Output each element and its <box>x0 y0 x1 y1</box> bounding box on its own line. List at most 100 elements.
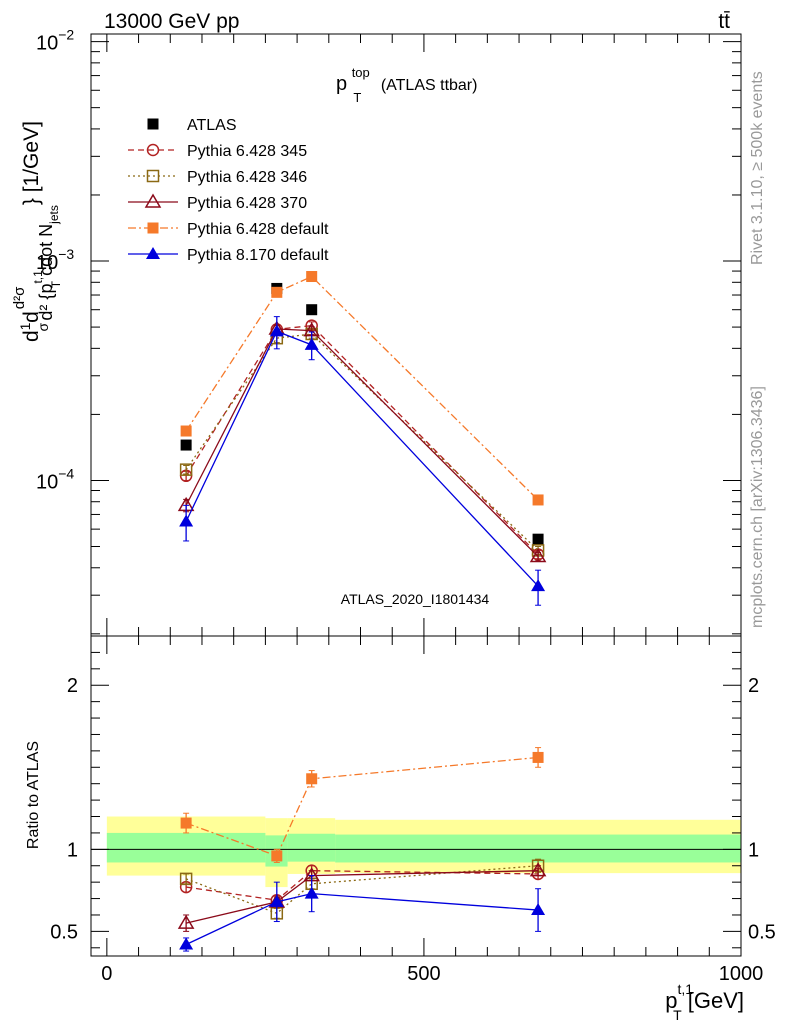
legend-entry-1: Pythia 6.428 345 <box>128 143 307 160</box>
legend-entry-2: Pythia 6.428 346 <box>128 169 307 186</box>
ylabel-d1: d <box>20 330 43 342</box>
ratio-data-point <box>306 773 318 785</box>
legend: ATLAS Pythia 6.428 345 Pythia 6.428 346 Pyt… <box>128 117 329 264</box>
title-description: (ATLAS ttbar) <box>381 77 478 94</box>
legend-marker <box>146 143 160 157</box>
main-data-point <box>531 579 546 592</box>
main-series-pythia-6-428-default <box>180 271 544 506</box>
ylabel-frac-one: 1 <box>17 322 33 330</box>
band-green-2 <box>287 833 336 862</box>
ratio-series-line <box>185 892 539 946</box>
main-series-atlas <box>180 282 544 545</box>
xlabel-symbol: p <box>665 988 677 1013</box>
main-series-line <box>185 328 539 558</box>
title-symbol: p <box>336 73 347 95</box>
main-data-point <box>304 337 319 350</box>
main-series-line <box>185 275 539 501</box>
main-data-point <box>529 548 547 563</box>
legend-label: Pythia 6.428 345 <box>187 143 307 160</box>
xlabel-superscript: t,1 <box>678 981 694 997</box>
main-data-point <box>179 514 194 527</box>
legend-marker <box>146 169 160 183</box>
main-data-point <box>306 271 318 283</box>
ratio-data-point <box>180 817 192 829</box>
process-label: tt̄ <box>718 10 730 33</box>
main-plot-series <box>177 271 547 606</box>
ratio-y-axis-label: Ratio to ATLAS <box>25 741 42 849</box>
analysis-watermark: ATLAS_2020_I1801434 <box>341 591 490 607</box>
main-series-line <box>185 333 539 551</box>
ratio-data-point <box>271 850 283 862</box>
main-data-point <box>306 304 318 316</box>
main-ytick-label-1: 10−3 <box>36 246 74 274</box>
legend-label: Pythia 8.170 default <box>187 247 329 264</box>
energy-label: 13000 GeV pp <box>104 10 239 33</box>
ratio-series-pythia-8-170-default <box>179 875 546 952</box>
title-subscript: T <box>353 90 361 105</box>
ratio-data-point <box>529 862 547 877</box>
band-green-3 <box>335 834 741 863</box>
ratio-plot-series <box>177 747 547 952</box>
legend-label: Pythia 6.428 default <box>187 221 329 238</box>
xlabel-unit: [GeV] <box>682 988 744 1013</box>
ratio-xtick-label-0: 0 <box>101 963 112 985</box>
ratio-data-point <box>304 886 319 899</box>
main-data-point <box>269 324 284 337</box>
mcplots-label: mcplots.cern.ch [arXiv:1306.3436] <box>749 386 766 628</box>
ratio-frame <box>90 635 742 957</box>
ylabel-unit: } [1/GeV] <box>20 121 43 205</box>
ratio-data-point <box>179 937 194 950</box>
legend-entry-0: ATLAS <box>147 117 237 134</box>
main-ytick-label-0: 10−4 <box>36 465 74 493</box>
legend-entry-4: Pythia 6.428 default <box>128 221 329 238</box>
ratio-ytick-label-right-2: 2 <box>748 675 759 697</box>
ratio-series-pythia-6-428-default <box>180 747 544 863</box>
ratio-series-line <box>185 865 539 915</box>
ratio-ytick-label-left-1: 1 <box>67 839 78 861</box>
main-series-pythia-6-428-345 <box>179 319 545 561</box>
legend-label: ATLAS <box>187 117 237 134</box>
ratio-data-point <box>531 903 546 916</box>
main-series-pythia-8-170-default <box>179 316 546 606</box>
ratio-data-point <box>269 894 284 907</box>
ratio-data-point <box>177 914 195 929</box>
ylabel-denominator: d² {p <box>36 284 56 321</box>
main-data-point <box>271 286 283 298</box>
ylabel-d2: d <box>20 311 43 323</box>
ratio-plot-axes: 0 500 1000 0.5 0.5 1 1 2 2 <box>50 635 776 985</box>
ylabel-subscript: T <box>49 280 63 288</box>
rivet-version-label: Rivet 3.1.10, ≥ 500k events <box>749 71 766 265</box>
ylabel-superscript: t,1 <box>31 270 45 284</box>
band-green-0 <box>106 832 266 863</box>
ratio-data-point <box>179 872 193 886</box>
main-ytick-label-2: 10−2 <box>36 27 74 55</box>
ratio-ytick-label-left-2: 2 <box>67 675 78 697</box>
ratio-series-line <box>185 870 539 924</box>
ratio-uncertainty-bands <box>106 816 741 888</box>
ylabel-jets: jets <box>47 205 61 225</box>
ratio-data-point <box>532 751 544 763</box>
main-data-point <box>180 439 192 451</box>
legend-entry-5: Pythia 8.170 default <box>128 247 329 264</box>
ylabel-sigma: σ <box>35 323 51 332</box>
main-series-pythia-6-428-346 <box>179 327 545 557</box>
legend-entry-3: Pythia 6.428 370 <box>128 193 307 212</box>
main-y-axis-label: d1 σd d²σ d² {pt,1 T cdot Njets} [1/GeV] <box>11 121 63 342</box>
main-series-line <box>185 330 539 587</box>
ratio-series-line <box>186 870 539 901</box>
ylabel-numerator: d²σ <box>11 286 28 309</box>
ratio-series-line <box>185 756 539 857</box>
legend-marker <box>144 193 162 208</box>
main-plot-axes: 10−4 10−3 10−2 <box>36 27 742 637</box>
x-axis-label: pt,1 T [GeV] <box>665 981 744 1023</box>
title-superscript: top <box>352 65 370 80</box>
main-data-point <box>180 425 192 437</box>
ratio-ytick-label-left-0: 0.5 <box>50 921 78 943</box>
ratio-xtick-label-2: 1000 <box>719 963 764 985</box>
ratio-xtick-label-1: 500 <box>407 963 440 985</box>
main-series-line <box>185 324 539 555</box>
main-data-point <box>532 533 544 545</box>
legend-label: Pythia 6.428 346 <box>187 169 307 186</box>
